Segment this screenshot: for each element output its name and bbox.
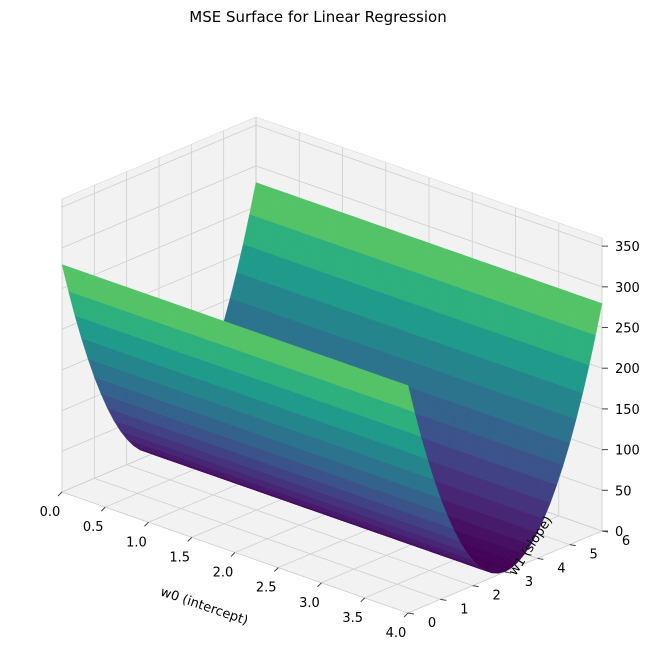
- gridline-z-left: [61, 165, 257, 249]
- y-tick-label: 5: [590, 548, 598, 563]
- surface-plot: [61, 182, 603, 574]
- x-tick-mark: [230, 552, 236, 557]
- y-tick-label: 2: [493, 589, 501, 604]
- y-tick-mark: [472, 585, 479, 588]
- axis-ticks: 0.00.51.01.52.02.53.03.54.00123456050100…: [40, 240, 640, 641]
- z-tick-label: 300: [615, 281, 640, 296]
- y-tick-mark: [504, 571, 512, 574]
- surface-cell: [396, 381, 415, 413]
- chart-title: MSE Surface for Linear Regression: [189, 8, 446, 26]
- gridline-z-back: [255, 165, 603, 288]
- x-tick-label: 3.5: [342, 611, 363, 626]
- x-tick-mark: [144, 521, 149, 527]
- x-tick-label: 0.5: [83, 520, 104, 535]
- x-tick-mark: [57, 491, 63, 497]
- y-tick-mark: [440, 598, 447, 601]
- x-tick-mark: [317, 582, 322, 588]
- z-tick-label: 150: [615, 403, 640, 418]
- x-tick-label: 1.0: [126, 535, 147, 550]
- z-tick-label: 200: [615, 362, 640, 377]
- x-axis-label: w0 (intercept): [158, 585, 250, 629]
- y-tick-mark: [407, 612, 415, 615]
- x-tick-mark: [100, 506, 106, 512]
- x-tick-mark: [187, 537, 193, 542]
- gridline-z-left: [61, 124, 257, 208]
- z-tick-label: 350: [615, 240, 640, 255]
- gridline-y-floor: [94, 477, 441, 600]
- y-tick-mark: [537, 557, 544, 560]
- x-tick-label: 0.0: [40, 505, 61, 520]
- z-tick-label: 100: [615, 444, 640, 459]
- y-tick-label: 3: [525, 575, 533, 590]
- x-tick-label: 2.5: [256, 581, 277, 596]
- gridline-z-left: [61, 206, 257, 289]
- y-tick-label: 4: [557, 561, 565, 576]
- x-tick-label: 2.0: [213, 566, 234, 581]
- y-tick-label: 6: [622, 534, 630, 549]
- x-tick-label: 3.0: [299, 596, 320, 611]
- y-tick-label: 0: [428, 616, 436, 631]
- x-tick-label: 1.5: [169, 550, 190, 565]
- y-tick-label: 1: [460, 602, 468, 617]
- x-tick-mark: [273, 567, 279, 572]
- gridline-y-floor: [126, 464, 473, 587]
- gridline-z-back: [255, 124, 603, 247]
- z-tick-label: 50: [615, 484, 632, 499]
- x-tick-mark: [403, 612, 409, 618]
- y-tick-mark: [569, 544, 576, 547]
- z-tick-label: 250: [615, 322, 640, 337]
- x-tick-label: 4.0: [386, 626, 407, 641]
- z-tick-label: 0: [615, 525, 623, 540]
- x-tick-mark: [360, 597, 366, 603]
